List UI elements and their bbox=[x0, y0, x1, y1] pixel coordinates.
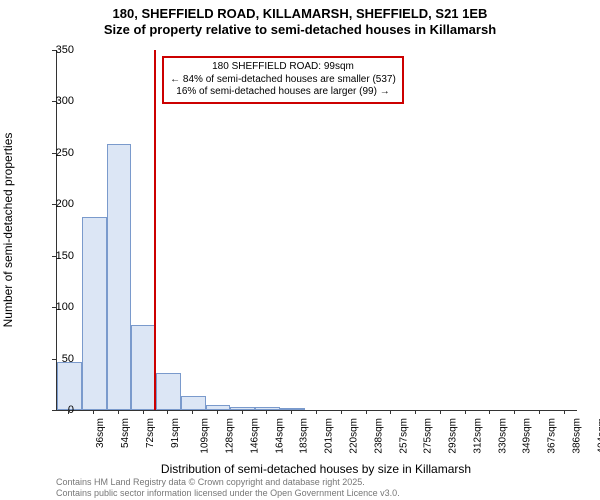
x-tick-mark bbox=[440, 410, 441, 414]
footer: Contains HM Land Registry data © Crown c… bbox=[56, 477, 400, 498]
footer-line-2: Contains public sector information licen… bbox=[56, 488, 400, 498]
histogram-bar bbox=[82, 217, 107, 410]
chart-container: 180, SHEFFIELD ROAD, KILLAMARSH, SHEFFIE… bbox=[0, 0, 600, 500]
annotation-line-2: ← 84% of semi-detached houses are smalle… bbox=[170, 74, 396, 87]
x-tick-label: 349sqm bbox=[522, 418, 533, 454]
x-tick-label: 164sqm bbox=[274, 418, 285, 454]
title-line-1: 180, SHEFFIELD ROAD, KILLAMARSH, SHEFFIE… bbox=[0, 6, 600, 22]
y-tick-label: 250 bbox=[44, 147, 74, 159]
annotation-box: 180 SHEFFIELD ROAD: 99sqm ← 84% of semi-… bbox=[162, 56, 404, 104]
plot-area: 180 SHEFFIELD ROAD: 99sqm ← 84% of semi-… bbox=[56, 50, 577, 411]
x-tick-mark bbox=[118, 410, 119, 414]
y-tick-label: 200 bbox=[44, 198, 74, 210]
histogram-bar bbox=[57, 362, 82, 410]
y-tick-label: 100 bbox=[44, 301, 74, 313]
title-line-2: Size of property relative to semi-detach… bbox=[0, 22, 600, 38]
x-tick-label: 293sqm bbox=[448, 418, 459, 454]
y-tick-mark bbox=[52, 307, 56, 308]
y-tick-mark bbox=[52, 256, 56, 257]
y-tick-label: 300 bbox=[44, 95, 74, 107]
x-tick-mark bbox=[93, 410, 94, 414]
x-tick-label: 220sqm bbox=[349, 418, 360, 454]
x-tick-mark bbox=[366, 410, 367, 414]
x-tick-label: 36sqm bbox=[95, 418, 106, 448]
y-tick-label: 0 bbox=[44, 404, 74, 416]
histogram-bar bbox=[107, 144, 132, 410]
x-tick-mark bbox=[242, 410, 243, 414]
y-tick-mark bbox=[52, 410, 56, 411]
annotation-line-3: 16% of semi-detached houses are larger (… bbox=[170, 86, 396, 99]
x-tick-mark bbox=[217, 410, 218, 414]
x-tick-mark bbox=[291, 410, 292, 414]
x-tick-label: 367sqm bbox=[547, 418, 558, 454]
y-tick-label: 150 bbox=[44, 250, 74, 262]
x-tick-label: 72sqm bbox=[145, 418, 156, 448]
x-tick-mark bbox=[341, 410, 342, 414]
x-tick-mark bbox=[192, 410, 193, 414]
x-tick-mark bbox=[390, 410, 391, 414]
x-tick-mark bbox=[539, 410, 540, 414]
annotation-line-1: 180 SHEFFIELD ROAD: 99sqm bbox=[170, 61, 396, 74]
x-tick-label: 54sqm bbox=[120, 418, 131, 448]
x-tick-label: 109sqm bbox=[200, 418, 211, 454]
y-tick-label: 50 bbox=[44, 353, 74, 365]
x-axis-label: Distribution of semi-detached houses by … bbox=[56, 462, 576, 476]
x-tick-label: 404sqm bbox=[596, 418, 600, 454]
histogram-bar bbox=[131, 325, 156, 410]
x-tick-mark bbox=[465, 410, 466, 414]
x-tick-label: 275sqm bbox=[423, 418, 434, 454]
y-tick-mark bbox=[52, 50, 56, 51]
y-tick-mark bbox=[52, 204, 56, 205]
x-tick-mark bbox=[415, 410, 416, 414]
title-block: 180, SHEFFIELD ROAD, KILLAMARSH, SHEFFIE… bbox=[0, 0, 600, 39]
x-tick-label: 330sqm bbox=[497, 418, 508, 454]
x-tick-mark bbox=[514, 410, 515, 414]
x-tick-label: 312sqm bbox=[472, 418, 483, 454]
x-tick-label: 146sqm bbox=[250, 418, 261, 454]
y-tick-mark bbox=[52, 359, 56, 360]
histogram-bar bbox=[206, 405, 231, 410]
x-tick-mark bbox=[316, 410, 317, 414]
footer-line-1: Contains HM Land Registry data © Crown c… bbox=[56, 477, 400, 487]
x-tick-label: 128sqm bbox=[225, 418, 236, 454]
x-tick-label: 257sqm bbox=[398, 418, 409, 454]
histogram-bar bbox=[181, 396, 206, 410]
x-tick-mark bbox=[167, 410, 168, 414]
histogram-bar bbox=[230, 407, 255, 410]
x-tick-mark bbox=[266, 410, 267, 414]
x-tick-label: 183sqm bbox=[299, 418, 310, 454]
x-tick-mark bbox=[489, 410, 490, 414]
x-tick-label: 386sqm bbox=[571, 418, 582, 454]
x-tick-label: 91sqm bbox=[170, 418, 181, 448]
x-tick-mark bbox=[564, 410, 565, 414]
y-tick-mark bbox=[52, 153, 56, 154]
x-tick-label: 238sqm bbox=[373, 418, 384, 454]
y-tick-label: 350 bbox=[44, 44, 74, 56]
x-tick-label: 201sqm bbox=[324, 418, 335, 454]
y-axis-label: Number of semi-detached properties bbox=[1, 133, 15, 328]
x-tick-mark bbox=[68, 410, 69, 414]
x-tick-mark bbox=[143, 410, 144, 414]
histogram-bar bbox=[156, 373, 181, 410]
reference-line bbox=[154, 50, 156, 410]
y-tick-mark bbox=[52, 101, 56, 102]
histogram-bar bbox=[255, 407, 280, 410]
